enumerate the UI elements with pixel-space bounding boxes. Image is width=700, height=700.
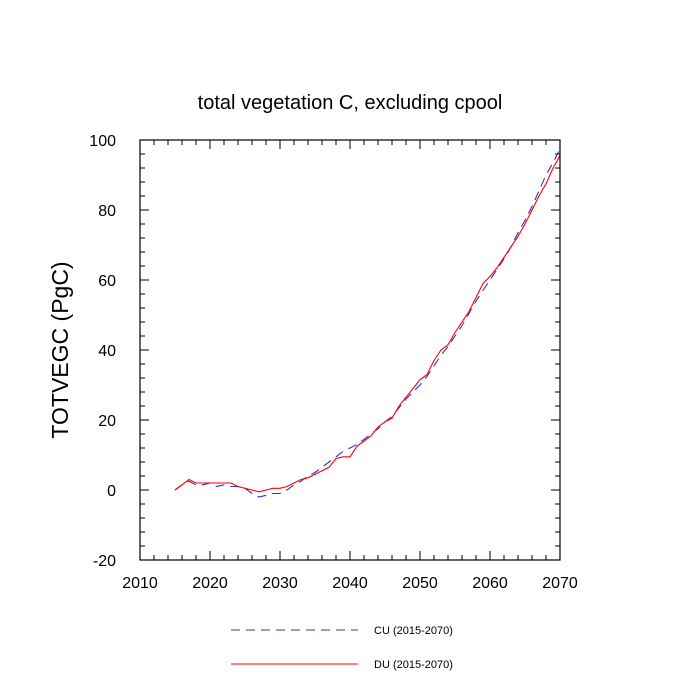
legend-label-0: CU (2015-2070) — [374, 625, 453, 637]
y-tick-label: 0 — [107, 483, 116, 500]
x-tick-label: 2020 — [192, 575, 228, 592]
x-tick-label: 2060 — [472, 575, 508, 592]
y-tick-label: 80 — [98, 203, 116, 220]
series-line-1 — [174, 155, 561, 493]
x-tick-label: 2050 — [402, 575, 438, 592]
y-axis-label: TOTVEGC (PgC) — [47, 261, 73, 438]
x-tick-label: 2010 — [122, 575, 158, 592]
y-tick-label: 20 — [98, 413, 116, 430]
series-line-0 — [174, 148, 561, 498]
legend: CU (2015-2070) DU (2015-2070) — [231, 625, 453, 671]
legend-label-1: DU (2015-2070) — [374, 659, 453, 671]
plot-frame — [139, 139, 561, 561]
axis-ticks: 2010 2020 2030 2040 2050 2060 2070-20020406080… — [89, 133, 578, 592]
y-tick-label: 40 — [98, 343, 116, 360]
x-tick-label: 2030 — [262, 575, 298, 592]
y-tick-label: 60 — [98, 273, 116, 290]
chart-title: total vegetation C, excluding cpool — [198, 92, 503, 114]
y-tick-label: 100 — [89, 133, 116, 150]
y-tick-label: -20 — [93, 553, 116, 570]
series-lines — [174, 148, 561, 498]
x-tick-label: 2070 — [542, 575, 578, 592]
x-tick-label: 2040 — [332, 575, 368, 592]
